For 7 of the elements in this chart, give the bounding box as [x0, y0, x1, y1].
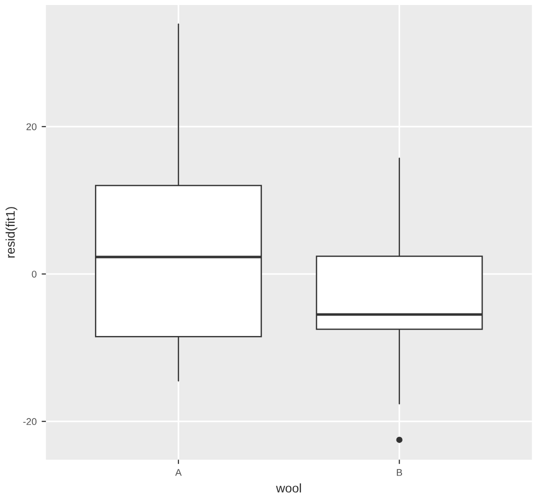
y-tick-label: -20: [23, 418, 36, 426]
y-axis-title: resid(fit1): [6, 207, 18, 258]
x-tick-label: A: [175, 469, 182, 476]
x-tick-label: B: [396, 469, 402, 476]
y-tick-label: 0: [32, 270, 36, 278]
x-axis-title: wool: [276, 483, 301, 493]
y-tick-label: 20: [26, 123, 36, 130]
